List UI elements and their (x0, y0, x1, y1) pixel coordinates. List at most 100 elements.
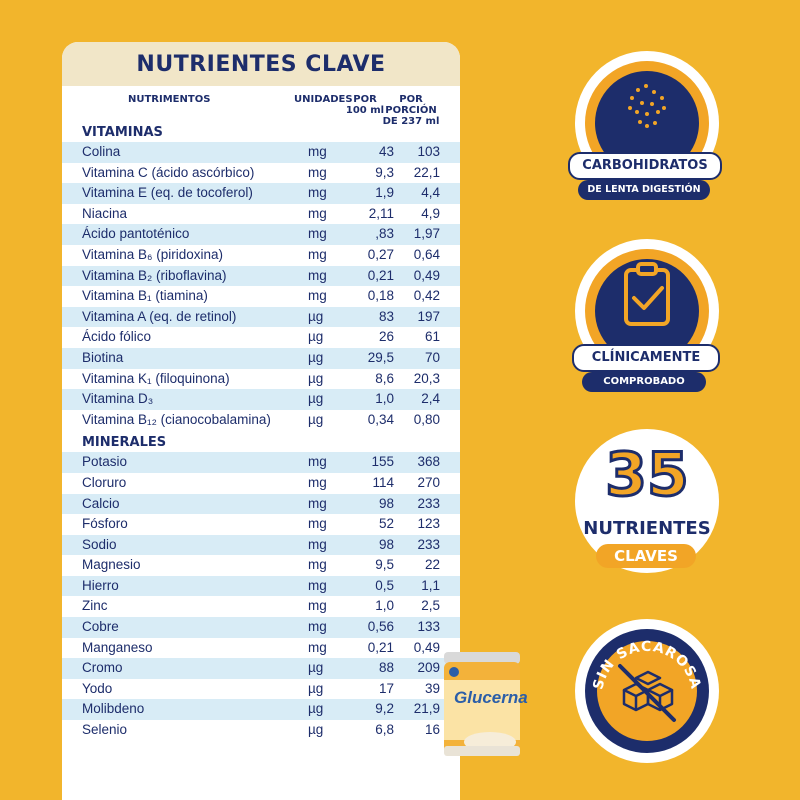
nutrient-name: Magnesio (82, 557, 141, 573)
value-per-100ml: 0,18 (367, 288, 394, 304)
badge-carbohidratos: CARBOHIDRATOS DE LENTA DIGESTIÓN (568, 48, 722, 200)
page-title: NUTRIENTES CLAVE (136, 51, 386, 77)
table-row: Vitamina C (ácido ascórbico) mg 9,3 22,1 (62, 163, 460, 184)
nutrient-unit: µg (308, 349, 324, 365)
grain-icon (628, 84, 666, 128)
value-per-100ml: 1,0 (375, 598, 394, 614)
nutrient-name: Vitamina E (eq. de tocoferol) (82, 185, 253, 201)
value-per-portion: 4,4 (421, 185, 440, 201)
value-per-100ml: 2,11 (368, 205, 394, 221)
value-per-portion: 0,42 (413, 288, 440, 304)
nutrient-unit: mg (308, 639, 327, 655)
nutrient-name: Vitamina B₁₂ (cianocobalamina) (82, 411, 271, 427)
table-row: Sodio mg 98 233 (62, 534, 460, 556)
badge-sin-sacarosa: SIN SACAROSA (572, 616, 722, 766)
value-per-portion: 0,49 (413, 639, 440, 655)
col-header-portion: POR PORCIÓN DE 237 ml (382, 94, 440, 127)
value-per-100ml: 83 (378, 308, 394, 324)
table-row: Cloruro mg 114 270 (62, 473, 460, 494)
badge-nutr-sublabel: CLAVES (596, 544, 696, 568)
table-row: Vitamina E (eq. de tocoferol) mg 1,9 4,4 (62, 183, 460, 204)
nutrient-unit: mg (308, 495, 327, 511)
table-row: Yodo µg 17 39 (62, 679, 460, 700)
table-row: Niacina mg 2,11 4,9 (62, 204, 460, 225)
value-per-100ml: 17 (378, 680, 394, 696)
nutrient-unit: mg (308, 267, 327, 283)
value-per-100ml: 0,5 (375, 577, 394, 593)
col-header-portion-line1: POR PORCIÓN (385, 94, 437, 116)
table-row: Hierro mg 0,5 1,1 (62, 575, 460, 597)
table-row: Biotina µg 29,5 70 (62, 347, 460, 369)
nutrient-unit: mg (308, 454, 327, 470)
badge-clinicamente: CLÍNICAMENTE COMPROBADO (572, 236, 722, 392)
nutrient-name: Vitamina C (ácido ascórbico) (82, 164, 255, 180)
value-per-portion: 2,5 (421, 598, 440, 614)
table-row: Colina mg 43 103 (62, 142, 460, 163)
value-per-portion: 20,3 (413, 370, 440, 386)
value-per-portion: 21,9 (413, 701, 440, 717)
nutrient-unit: mg (308, 474, 327, 490)
table-row: Calcio mg 98 233 (62, 493, 460, 515)
badge-clin-sublabel: COMPROBADO (582, 372, 706, 392)
nutrient-name: Cloruro (82, 474, 127, 490)
vitamins-list: Colina mg 43 103 Vitamina C (ácido ascórbico… (62, 142, 460, 430)
minerals-list: Potasio mg 155 368 Cloruro mg 114 270 Calcio mg 98… (62, 452, 460, 740)
col-header-per100-line1: POR (353, 94, 377, 105)
nutrient-unit: mg (308, 619, 327, 635)
column-headers: NUTRIMENTOS UNIDADES POR 100 ml POR PORC… (62, 86, 460, 127)
nutrient-name: Cromo (82, 660, 123, 676)
value-per-portion: 0,64 (413, 246, 440, 262)
nutrient-unit: mg (308, 205, 327, 221)
value-per-100ml: 88 (378, 660, 394, 676)
nutrient-name: Calcio (82, 495, 120, 511)
nutrient-unit: µg (308, 411, 324, 427)
nutrient-unit: µg (308, 701, 324, 717)
value-per-100ml: 98 (378, 536, 394, 552)
nutrient-name: Yodo (82, 680, 113, 696)
table-row: Vitamina B₁₂ (cianocobalamina) µg 0,34 0,80 (62, 410, 460, 431)
value-per-portion: 233 (417, 495, 440, 511)
table-row: Magnesio mg 9,5 22 (62, 555, 460, 576)
value-per-portion: 1,97 (413, 226, 440, 242)
table-row: Potasio mg 155 368 (62, 452, 460, 473)
table-row: Manganeso mg 0,21 0,49 (62, 638, 460, 659)
table-row: Fósforo mg 52 123 (62, 514, 460, 535)
nutrient-name: Biotina (82, 349, 124, 365)
value-per-portion: 0,80 (413, 411, 440, 427)
value-per-portion: 61 (424, 329, 440, 345)
nutrient-unit: mg (308, 185, 327, 201)
value-per-portion: 103 (417, 144, 440, 159)
badge-clin-label: CLÍNICAMENTE (572, 344, 720, 372)
nutrient-name: Fósforo (82, 516, 128, 532)
nutrient-unit: µg (308, 660, 324, 676)
value-per-100ml: 6,8 (375, 722, 394, 738)
value-per-100ml: 9,2 (375, 701, 394, 717)
nutrient-unit: µg (308, 722, 324, 738)
table-row: Molibdeno µg 9,2 21,9 (62, 699, 460, 721)
nutrient-unit: µg (308, 370, 324, 386)
value-per-100ml: 1,9 (375, 185, 394, 201)
nutrient-name: Niacina (82, 205, 128, 221)
value-per-100ml: 8,6 (375, 370, 394, 386)
nutrient-name: Molibdeno (82, 701, 145, 717)
value-per-100ml: 1,0 (375, 391, 394, 407)
value-per-portion: 22,1 (413, 164, 440, 180)
value-per-100ml: 9,3 (375, 164, 394, 180)
value-per-portion: 22 (424, 557, 440, 573)
nutrient-unit: µg (308, 329, 324, 345)
prohibition-line (618, 664, 676, 722)
badge-carb-label: CARBOHIDRATOS (568, 152, 722, 180)
nutrient-unit: mg (308, 536, 327, 552)
nutrient-name: Ácido fólico (82, 329, 152, 345)
table-row: Vitamina B₁ (tiamina) mg 0,18 0,42 (62, 286, 460, 307)
value-per-100ml: 114 (372, 474, 394, 490)
value-per-portion: 133 (417, 619, 440, 635)
nutrient-name: Manganeso (82, 639, 153, 655)
table-row: Vitamina B₆ (piridoxina) mg 0,27 0,64 (62, 245, 460, 266)
nutrient-unit: mg (308, 577, 327, 593)
table-row: Cobre mg 0,56 133 (62, 617, 460, 638)
nutrient-name: Potasio (82, 454, 128, 470)
nutrient-unit: µg (308, 391, 324, 407)
nutrient-name: Vitamina A (eq. de retinol) (82, 308, 237, 324)
value-per-portion: 209 (417, 660, 440, 676)
